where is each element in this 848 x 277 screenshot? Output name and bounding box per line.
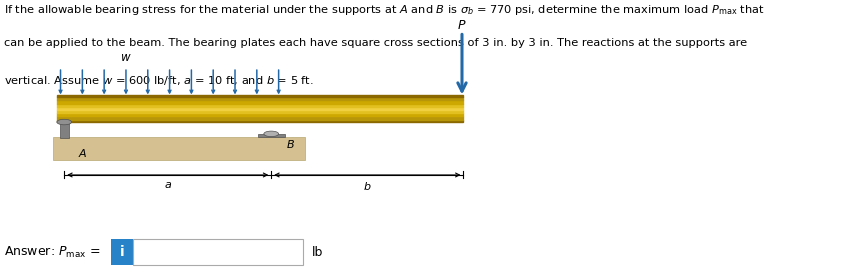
Bar <box>57 107 464 110</box>
Bar <box>57 100 464 104</box>
Text: $A$: $A$ <box>77 147 87 160</box>
Circle shape <box>264 131 279 137</box>
Text: $P$: $P$ <box>457 19 466 32</box>
Text: If the allowable bearing stress for the material under the supports at $A$ and $: If the allowable bearing stress for the … <box>4 3 765 17</box>
Bar <box>57 95 464 97</box>
Text: $B$: $B$ <box>286 138 295 150</box>
Bar <box>53 137 304 160</box>
Bar <box>57 113 464 116</box>
Circle shape <box>57 119 71 125</box>
Bar <box>57 104 464 107</box>
Bar <box>57 116 464 120</box>
Bar <box>57 110 464 113</box>
Text: can be applied to the beam. The bearing plates each have square cross sections o: can be applied to the beam. The bearing … <box>4 39 747 48</box>
Text: Answer: $P_\mathrm{max}$ =: Answer: $P_\mathrm{max}$ = <box>4 245 101 260</box>
Bar <box>60 122 69 138</box>
Text: vertical. Assume $w$ = 600 lb/ft, $a$ = 10 ft, and $b$ = 5 ft.: vertical. Assume $w$ = 600 lb/ft, $a$ = … <box>4 74 314 87</box>
Bar <box>57 97 464 100</box>
Text: $a$: $a$ <box>164 179 172 190</box>
Bar <box>133 239 303 265</box>
Text: i: i <box>120 245 124 259</box>
Text: lb: lb <box>312 246 323 259</box>
Bar <box>111 239 133 265</box>
Text: $b$: $b$ <box>363 179 371 192</box>
Bar <box>258 134 285 137</box>
Bar <box>57 120 464 122</box>
Text: $w$: $w$ <box>120 52 131 65</box>
